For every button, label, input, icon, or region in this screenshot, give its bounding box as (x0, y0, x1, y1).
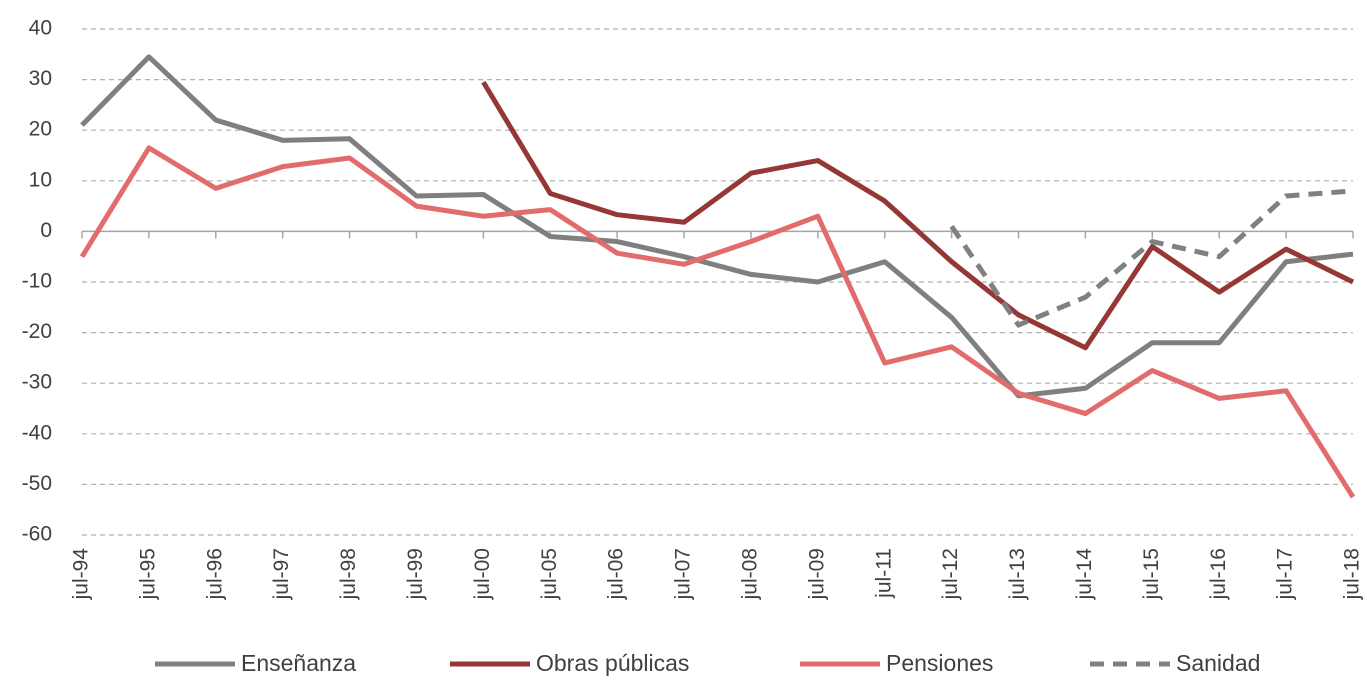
x-tick-label: jul-13 (1006, 548, 1029, 600)
x-tick-label: jul-18 (1341, 548, 1364, 600)
y-tick-label: -40 (22, 421, 52, 444)
y-tick-label: -30 (22, 371, 52, 394)
x-tick-label: jul-11 (872, 548, 895, 599)
x-tick-label: jul-17 (1274, 548, 1297, 600)
legend-label: Pensiones (886, 650, 993, 676)
x-tick-label: jul-12 (939, 548, 962, 600)
x-tick-label: jul-16 (1207, 548, 1230, 600)
y-tick-label: 30 (29, 67, 52, 90)
y-tick-label: 20 (29, 118, 52, 141)
y-tick-label: -20 (22, 320, 52, 343)
legend-label: Obras públicas (536, 650, 689, 676)
x-tick-label: jul-15 (1140, 548, 1163, 600)
series-line (949, 188, 1354, 328)
x-tick-label: jul-98 (337, 548, 360, 600)
x-tick-label: jul-09 (805, 548, 828, 600)
y-tick-label: 40 (29, 17, 52, 40)
series-line (481, 80, 1355, 351)
x-tick-label: jul-96 (203, 548, 226, 600)
y-tick-label: 0 (40, 219, 52, 242)
x-tick-label: jul-94 (70, 548, 93, 601)
x-tick-label: jul-07 (672, 548, 695, 600)
series-line (80, 54, 1354, 399)
x-tick-label: jul-14 (1073, 548, 1096, 601)
y-tick-label: -50 (22, 472, 52, 495)
y-tick-label: 10 (29, 168, 52, 191)
x-tick-label: jul-95 (136, 548, 159, 600)
x-tick-label: jul-99 (404, 548, 427, 600)
y-tick-label: -10 (22, 270, 52, 293)
x-tick-label: jul-00 (471, 548, 494, 600)
x-tick-label: jul-06 (605, 548, 628, 600)
y-tick-label: -60 (22, 523, 52, 546)
x-tick-label: jul-05 (538, 548, 561, 600)
x-tick-label: jul-08 (738, 548, 761, 600)
legend-label: Sanidad (1176, 650, 1260, 676)
series-line (79, 145, 1356, 499)
x-tick-label: jul-97 (270, 548, 293, 600)
legend-label: Enseñanza (241, 650, 356, 676)
